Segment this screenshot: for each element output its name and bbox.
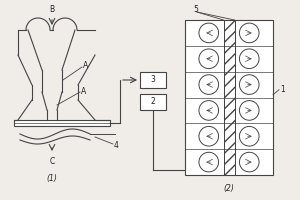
Bar [140,72,166,88]
Bar [185,20,273,175]
Text: B: B [50,5,55,14]
Text: 2: 2 [151,98,155,106]
Text: A: A [83,62,88,71]
Text: 4: 4 [114,140,119,150]
Bar [140,94,166,110]
Text: C: C [50,157,55,166]
Bar [224,20,235,175]
Text: 5: 5 [193,5,198,15]
Text: A: A [81,86,86,96]
Text: 1: 1 [280,85,285,94]
Text: (1): (1) [46,173,57,182]
Text: (2): (2) [224,184,234,192]
Text: 3: 3 [151,75,155,84]
Bar [14,120,110,126]
Bar [224,20,235,175]
